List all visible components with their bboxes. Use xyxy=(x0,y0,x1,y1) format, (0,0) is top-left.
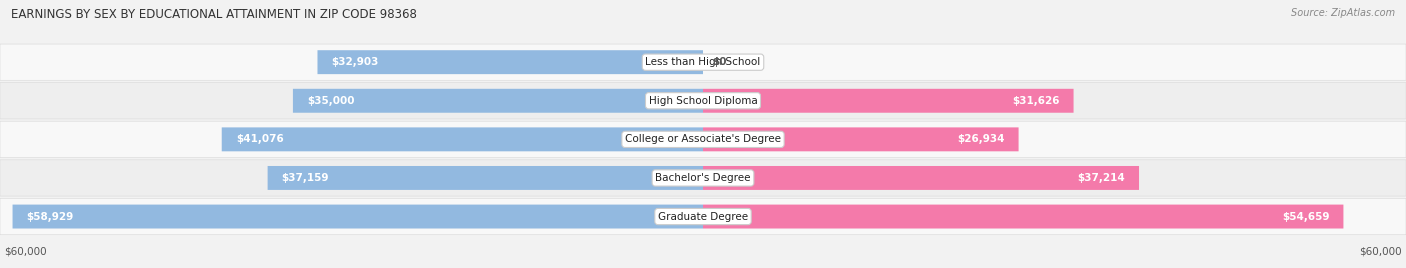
Text: College or Associate's Degree: College or Associate's Degree xyxy=(626,134,780,144)
FancyBboxPatch shape xyxy=(292,89,703,113)
Text: $0: $0 xyxy=(713,57,727,67)
Text: Graduate Degree: Graduate Degree xyxy=(658,211,748,222)
Text: $26,934: $26,934 xyxy=(957,134,1004,144)
FancyBboxPatch shape xyxy=(0,198,1406,235)
Text: Bachelor's Degree: Bachelor's Degree xyxy=(655,173,751,183)
Text: EARNINGS BY SEX BY EDUCATIONAL ATTAINMENT IN ZIP CODE 98368: EARNINGS BY SEX BY EDUCATIONAL ATTAINMEN… xyxy=(11,8,418,21)
FancyBboxPatch shape xyxy=(0,83,1406,119)
FancyBboxPatch shape xyxy=(703,89,1074,113)
Text: $37,214: $37,214 xyxy=(1077,173,1125,183)
Text: Source: ZipAtlas.com: Source: ZipAtlas.com xyxy=(1291,8,1395,18)
FancyBboxPatch shape xyxy=(0,44,1406,80)
FancyBboxPatch shape xyxy=(703,127,1018,151)
FancyBboxPatch shape xyxy=(267,166,703,190)
FancyBboxPatch shape xyxy=(318,50,703,74)
FancyBboxPatch shape xyxy=(703,166,1139,190)
Text: $31,626: $31,626 xyxy=(1012,96,1060,106)
Text: High School Diploma: High School Diploma xyxy=(648,96,758,106)
FancyBboxPatch shape xyxy=(0,121,1406,158)
FancyBboxPatch shape xyxy=(222,127,703,151)
FancyBboxPatch shape xyxy=(703,204,1343,229)
FancyBboxPatch shape xyxy=(0,160,1406,196)
Text: $41,076: $41,076 xyxy=(236,134,284,144)
Text: $60,000: $60,000 xyxy=(1360,247,1402,256)
FancyBboxPatch shape xyxy=(13,204,703,229)
Text: Less than High School: Less than High School xyxy=(645,57,761,67)
Text: $54,659: $54,659 xyxy=(1282,211,1329,222)
Text: $37,159: $37,159 xyxy=(281,173,329,183)
Text: $32,903: $32,903 xyxy=(332,57,380,67)
Text: $58,929: $58,929 xyxy=(27,211,75,222)
Text: $35,000: $35,000 xyxy=(307,96,354,106)
Text: $60,000: $60,000 xyxy=(4,247,46,256)
